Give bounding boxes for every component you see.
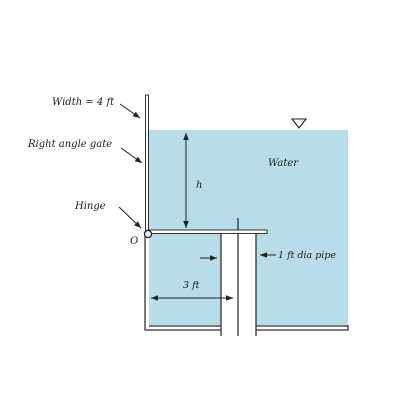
label-3ft: 3 ft bbox=[183, 280, 200, 291]
label-h: h bbox=[196, 180, 202, 191]
leader-width bbox=[119, 103, 141, 119]
tank-left-wall bbox=[144, 236, 221, 331]
hinge-pin bbox=[143, 229, 153, 239]
tank-bottom-right bbox=[256, 325, 349, 331]
label-water: Water bbox=[268, 158, 299, 169]
leader-gate bbox=[120, 147, 143, 164]
label-origin: O bbox=[130, 236, 138, 247]
gate-vertical-leaf bbox=[145, 94, 149, 236]
label-pipe: 1 ft dia pipe bbox=[278, 250, 336, 261]
leader-hinge bbox=[118, 206, 142, 229]
water-lower-left bbox=[149, 232, 221, 327]
gate-horizontal-leaf bbox=[147, 229, 268, 234]
water-upper bbox=[149, 130, 348, 232]
inverted-triangle-icon bbox=[290, 118, 308, 129]
label-gate: Right angle gate bbox=[27, 139, 112, 150]
label-hinge: Hinge bbox=[74, 201, 106, 212]
label-width: Width = 4 ft bbox=[52, 97, 115, 108]
water-lower-right bbox=[256, 232, 348, 327]
